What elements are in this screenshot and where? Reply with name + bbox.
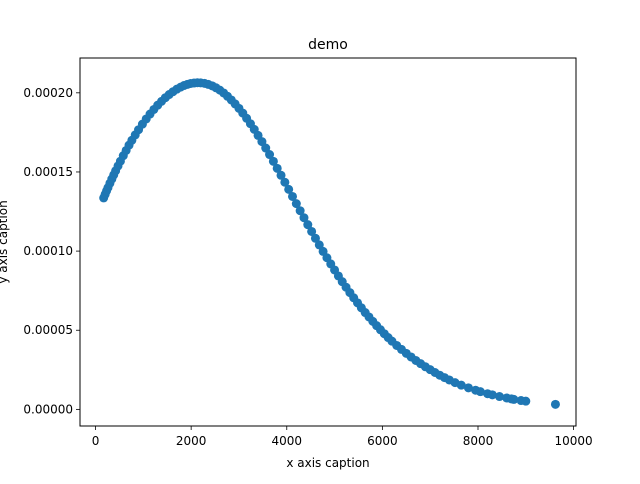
data-point [456, 380, 466, 390]
data-point [487, 390, 497, 400]
x-tick-label: 10000 [555, 434, 593, 448]
y-tick-label: 0.00010 [23, 244, 73, 258]
data-point [272, 163, 282, 173]
y-tick-label: 0.00005 [23, 323, 73, 337]
x-tick-label: 0 [92, 434, 100, 448]
x-tick-label: 6000 [367, 434, 398, 448]
y-axis-label: y axis caption [0, 200, 10, 283]
data-point [314, 240, 324, 250]
data-point [299, 213, 309, 223]
data-point [261, 143, 271, 153]
plot-frame [79, 57, 577, 427]
data-point [463, 383, 473, 393]
data-point [307, 226, 317, 236]
chart-title: demo [308, 37, 348, 53]
x-tick-label: 8000 [463, 434, 494, 448]
data-points [99, 78, 560, 409]
data-point [257, 137, 267, 147]
data-point [276, 170, 286, 180]
data-point [509, 394, 519, 404]
y-tick-label: 0.00000 [23, 402, 73, 416]
data-point [295, 206, 305, 216]
data-point [550, 399, 560, 409]
data-point [303, 220, 313, 230]
data-point [521, 396, 531, 406]
x-tick-label: 4000 [271, 434, 302, 448]
data-point [280, 177, 290, 187]
y-tick-label: 0.00020 [23, 86, 73, 100]
data-point [284, 184, 294, 194]
data-point [265, 150, 275, 160]
x-axis-label: x axis caption [286, 456, 369, 470]
data-point [475, 387, 485, 397]
data-point [495, 392, 505, 402]
data-point [291, 199, 301, 209]
y-tick-label: 0.00015 [23, 165, 73, 179]
x-axis-ticks: 0 2000 4000 6000 8000 10000 [92, 426, 593, 448]
data-point [268, 156, 278, 166]
data-point [288, 191, 297, 201]
y-axis-ticks: 0.00000 0.00005 0.00010 0.00015 0.00020 [23, 86, 80, 416]
data-point [310, 233, 320, 243]
x-tick-label: 2000 [176, 434, 207, 448]
